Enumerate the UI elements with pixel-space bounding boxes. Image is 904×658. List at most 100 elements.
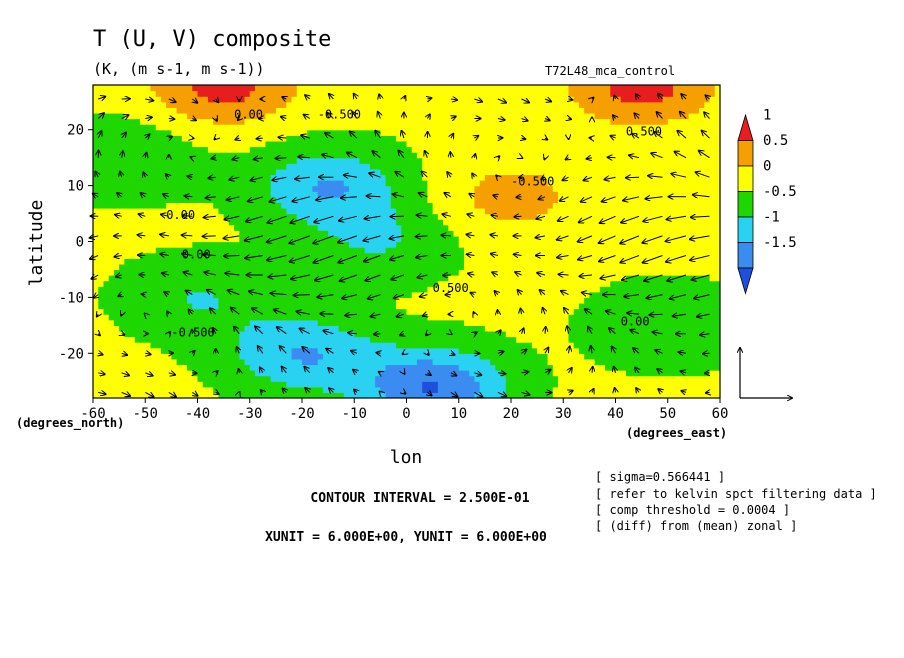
field-cell (479, 319, 486, 326)
field-cell (181, 286, 188, 293)
field-cell (531, 319, 538, 326)
field-cell (511, 364, 517, 371)
field-cell (416, 364, 423, 371)
field-cell (714, 381, 720, 388)
field-cell (458, 330, 465, 338)
field-cell (688, 224, 695, 231)
field-cell (244, 308, 251, 315)
field-cell (228, 302, 235, 310)
field-cell (615, 330, 622, 338)
field-cell (511, 297, 517, 304)
field-cell (396, 325, 402, 332)
field-cell (93, 336, 99, 343)
field-cell (145, 314, 152, 321)
field-cell (589, 330, 596, 338)
field-cell (463, 241, 470, 248)
field-cell (406, 174, 413, 181)
field-cell (662, 224, 669, 231)
field-cell (181, 174, 188, 181)
field-cell (474, 325, 481, 332)
field-cell (254, 180, 261, 187)
field-cell (317, 230, 324, 237)
field-cell (286, 386, 293, 394)
field-cell (244, 302, 251, 310)
field-cell (312, 235, 319, 243)
field-cell (369, 191, 376, 198)
field-cell (531, 297, 538, 304)
field-cell (563, 370, 570, 377)
field-cell (636, 342, 643, 349)
field-cell (448, 191, 455, 198)
field-cell (328, 230, 334, 237)
field-cell (244, 330, 251, 338)
field-cell (213, 342, 219, 349)
field-cell (594, 347, 601, 354)
field-cell (349, 213, 355, 220)
field-cell (432, 319, 439, 326)
field-cell (207, 235, 214, 243)
field-cell (218, 202, 225, 209)
field-cell (134, 319, 141, 326)
field-cell (98, 286, 105, 293)
field-cell (140, 314, 146, 321)
field-cell (657, 185, 664, 192)
field-cell (396, 163, 402, 170)
field-cell (385, 358, 392, 366)
field-cell (453, 280, 460, 287)
field-cell (176, 219, 183, 226)
field-cell (552, 342, 559, 349)
field-cell (594, 381, 601, 388)
field-cell (150, 291, 157, 298)
field-cell (380, 330, 387, 338)
field-cell (500, 196, 507, 203)
field-cell (584, 224, 590, 231)
field-cell (207, 230, 214, 237)
field-cell (495, 280, 502, 287)
field-cell (432, 241, 439, 248)
field-cell (568, 202, 575, 209)
field-cell (129, 230, 136, 237)
field-cell (239, 347, 246, 354)
field-cell (500, 174, 507, 181)
field-cell (505, 213, 512, 220)
field-cell (474, 219, 481, 226)
field-cell (228, 336, 235, 343)
field-cell (181, 263, 188, 271)
field-cell (239, 230, 246, 237)
field-cell (605, 241, 611, 248)
field-cell (119, 252, 125, 259)
field-cell (709, 263, 716, 271)
field-cell (385, 319, 392, 326)
field-cell (521, 358, 528, 366)
field-cell (197, 174, 204, 181)
field-cell (150, 375, 157, 382)
field-cell (479, 286, 486, 293)
field-cell (286, 185, 293, 192)
field-cell (296, 358, 303, 366)
field-cell (448, 286, 455, 293)
field-cell (646, 185, 653, 192)
field-cell (463, 174, 470, 181)
field-cell (244, 381, 251, 388)
field-cell (411, 286, 418, 293)
field-cell (469, 219, 476, 226)
field-cell (667, 241, 674, 248)
field-cell (667, 247, 674, 254)
field-cell (484, 241, 491, 248)
field-cell (422, 364, 428, 371)
field-cell (390, 386, 397, 394)
field-cell (662, 252, 669, 259)
field-cell (594, 207, 601, 215)
field-cell (594, 174, 601, 181)
field-cell (636, 358, 643, 366)
field-cell (145, 185, 152, 192)
field-cell (693, 180, 700, 187)
field-cell (228, 330, 235, 338)
field-cell (411, 353, 418, 360)
field-cell (275, 302, 282, 310)
field-cell (505, 230, 512, 237)
field-cell (453, 364, 460, 371)
field-cell (119, 280, 125, 287)
field-cell (469, 353, 476, 360)
field-cell (625, 364, 632, 371)
